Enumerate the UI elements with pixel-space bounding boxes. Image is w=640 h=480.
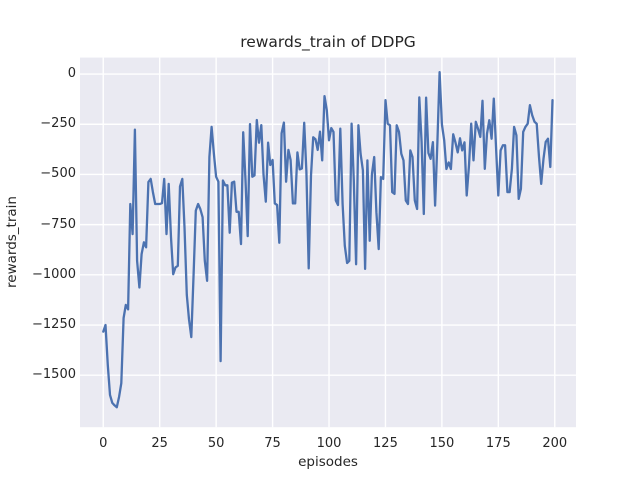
- series-line: [102, 70, 554, 409]
- x-tick-label: 50: [207, 436, 225, 451]
- y-tick-label: −1000: [32, 266, 76, 282]
- y-tick-label: −500: [40, 166, 76, 182]
- y-tick-label: −1500: [32, 367, 76, 383]
- y-tick-label: 0: [67, 66, 76, 82]
- chart-title: rewards_train of DDPG: [240, 33, 416, 51]
- x-tick-label: 150: [429, 436, 455, 451]
- x-tick-label: 25: [151, 436, 168, 451]
- x-tick-label: 175: [485, 436, 511, 451]
- y-tick-label: −1250: [32, 317, 76, 332]
- x-axis-label: episodes: [298, 454, 358, 470]
- x-tick-label: 200: [542, 436, 568, 451]
- x-tick-label: 100: [316, 436, 342, 451]
- x-tick-label: 125: [373, 436, 398, 451]
- y-tick-label: −750: [40, 216, 76, 232]
- y-tick-label: −250: [40, 116, 76, 132]
- y-axis-label: rewards_train: [4, 196, 20, 288]
- x-tick-label: 75: [264, 436, 281, 451]
- x-tick-label: 0: [99, 436, 108, 451]
